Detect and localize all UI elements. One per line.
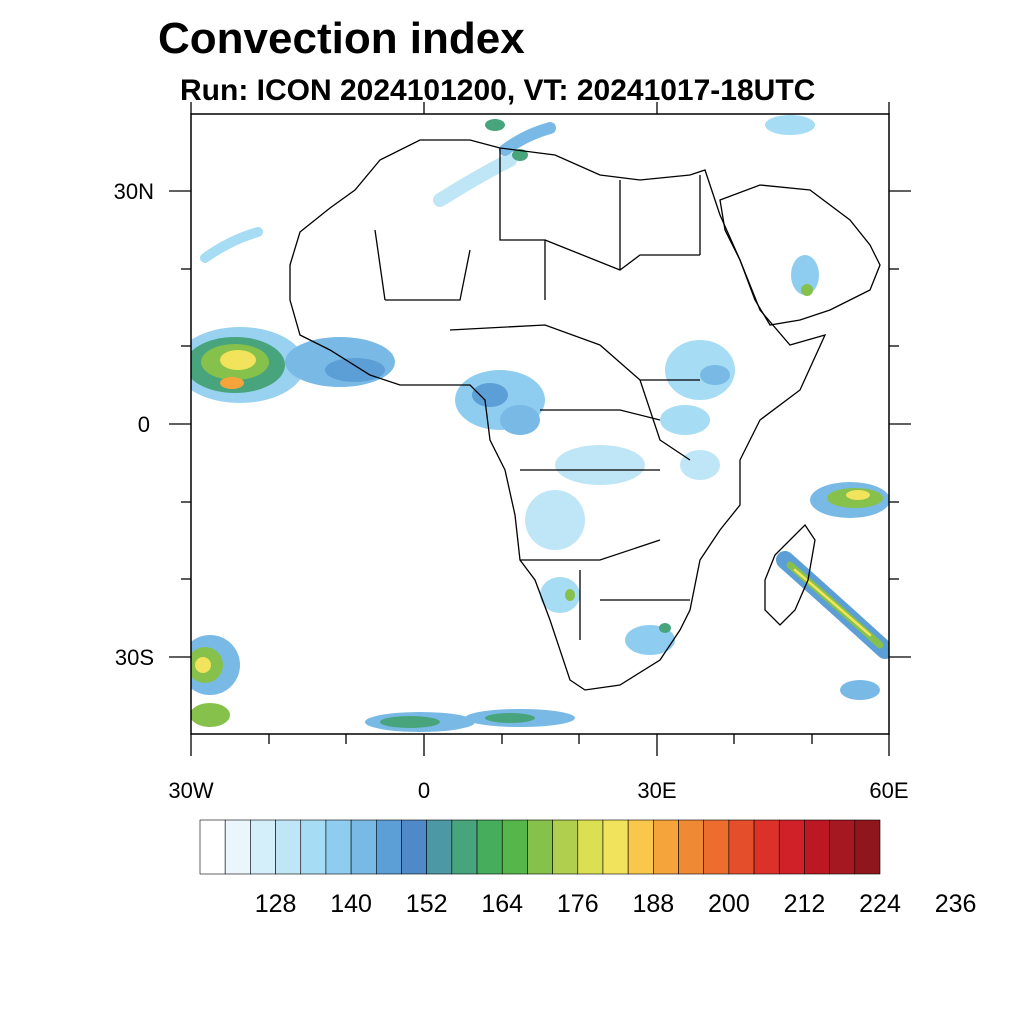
colorbar-swatch [250, 819, 276, 875]
colorbar-swatch [224, 819, 251, 875]
coastlines-and-borders [289, 139, 881, 691]
lon-label-30e: 30E [637, 778, 676, 800]
colorbar-swatch [325, 819, 352, 875]
lon-label-30w: 30W [168, 778, 213, 800]
colorbar-swatch [275, 819, 302, 875]
colorbar-label: 212 [784, 890, 826, 918]
colorbar-label: 224 [859, 890, 901, 918]
colorbar-swatch [653, 819, 679, 875]
colorbar-swatch [501, 819, 528, 875]
colorbar-label: 236 [935, 890, 977, 918]
colorbar-swatch [552, 819, 579, 875]
colorbar-swatch [451, 819, 478, 875]
colorbar-swatch [829, 819, 856, 875]
colorbar-swatch [703, 819, 730, 875]
colorbar-swatch [728, 819, 755, 875]
axis-ticks [169, 102, 911, 756]
map-subtitle: Run: ICON 2024101200, VT: 20241017-18UTC [180, 74, 816, 107]
colorbar-label: 188 [632, 890, 674, 918]
colorbar-swatch [199, 819, 226, 875]
lat-label-0: 0 [138, 412, 150, 437]
lat-label-30n: 30N [114, 179, 154, 204]
colorbar-swatch [527, 819, 553, 875]
convection-map: 30W 0 30E 60E 30N 0 30S [114, 102, 911, 800]
colorbar-swatches [199, 819, 881, 875]
colorbar-label: 164 [481, 890, 523, 918]
colorbar-swatch [778, 819, 805, 875]
colorbar-labels: 128 140 152 164 176 188 200 212 224 236 [255, 890, 977, 918]
colorbar-label: 152 [406, 890, 448, 918]
convection-fields [191, 115, 889, 732]
colorbar-swatch [854, 819, 881, 875]
colorbar-swatch [804, 819, 830, 875]
lat-label-30s: 30S [115, 645, 154, 670]
colorbar-swatch [602, 819, 629, 875]
colorbar-swatch [577, 819, 604, 875]
map-frame [190, 113, 890, 735]
colorbar-label: 140 [330, 890, 372, 918]
colorbar-swatch [753, 819, 780, 875]
colorbar-label: 128 [255, 890, 297, 918]
colorbar-swatch [401, 819, 427, 875]
map-title: Convection index [158, 14, 525, 63]
colorbar-swatch [678, 819, 705, 875]
lon-label-60e: 60E [869, 778, 908, 800]
colorbar-swatch [627, 819, 654, 875]
colorbar-label: 200 [708, 890, 750, 918]
lon-label-0: 0 [418, 778, 430, 800]
colorbar-swatch [375, 819, 402, 875]
colorbar-swatch [426, 819, 453, 875]
colorbar-swatch [476, 819, 503, 875]
colorbar-swatch [300, 819, 327, 875]
colorbar-swatch [350, 819, 377, 875]
colorbar-label: 176 [557, 890, 599, 918]
